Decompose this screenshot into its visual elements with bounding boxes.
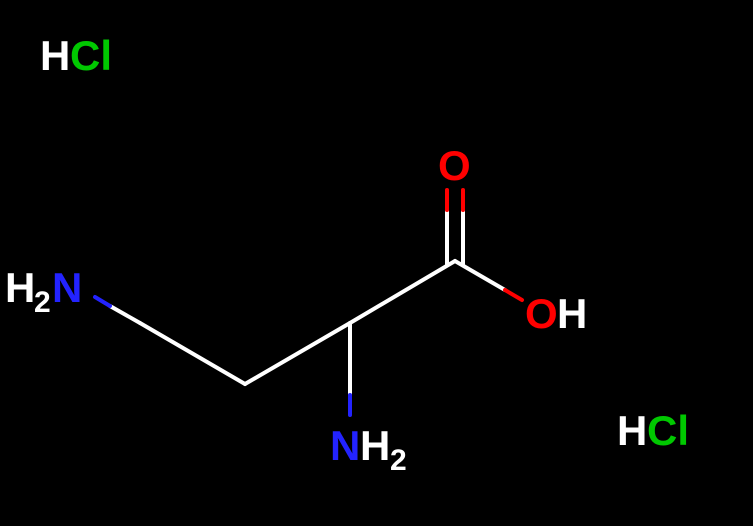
label-oh-h: H bbox=[557, 290, 587, 337]
bond-c4-o2-c bbox=[455, 261, 505, 290]
label-hcl2-cl: Cl bbox=[647, 407, 689, 454]
bond-c4-o2-o bbox=[505, 290, 522, 300]
label-hcl1-h: H bbox=[40, 32, 70, 79]
label-h2n-h: H bbox=[5, 264, 35, 311]
label-h2n-n: N bbox=[52, 264, 82, 311]
bond-c1-c2 bbox=[140, 323, 245, 384]
label-nh2-2: 2 bbox=[390, 444, 407, 477]
label-oh-o: O bbox=[525, 290, 558, 337]
label-nh2-h: H bbox=[360, 422, 390, 469]
molecule-canvas: H 2 N N H 2 O O H H Cl H Cl bbox=[0, 0, 753, 526]
label-hcl2-h: H bbox=[617, 407, 647, 454]
bond-n1-c1-c bbox=[110, 306, 140, 323]
label-h2n-2: 2 bbox=[34, 286, 51, 319]
label-hcl1-cl: Cl bbox=[70, 32, 112, 79]
bond-c3-c4 bbox=[350, 261, 455, 323]
bond-n1-c1-n bbox=[95, 297, 110, 306]
label-nh2-n: N bbox=[330, 422, 360, 469]
label-o-carbonyl: O bbox=[438, 142, 471, 189]
bond-c2-c3 bbox=[245, 323, 350, 384]
